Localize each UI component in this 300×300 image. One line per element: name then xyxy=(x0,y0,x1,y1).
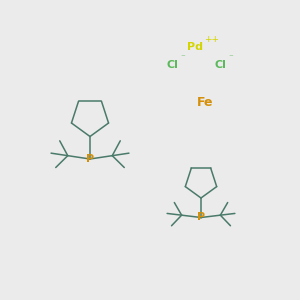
Text: P: P xyxy=(86,154,94,164)
Text: ⁻: ⁻ xyxy=(228,53,233,62)
Text: Cl: Cl xyxy=(167,59,178,70)
Text: ++: ++ xyxy=(204,35,219,44)
Text: ⁻: ⁻ xyxy=(180,53,185,62)
Text: Fe: Fe xyxy=(197,95,214,109)
Text: Pd: Pd xyxy=(187,41,202,52)
Text: Cl: Cl xyxy=(214,59,226,70)
Text: P: P xyxy=(197,212,205,223)
